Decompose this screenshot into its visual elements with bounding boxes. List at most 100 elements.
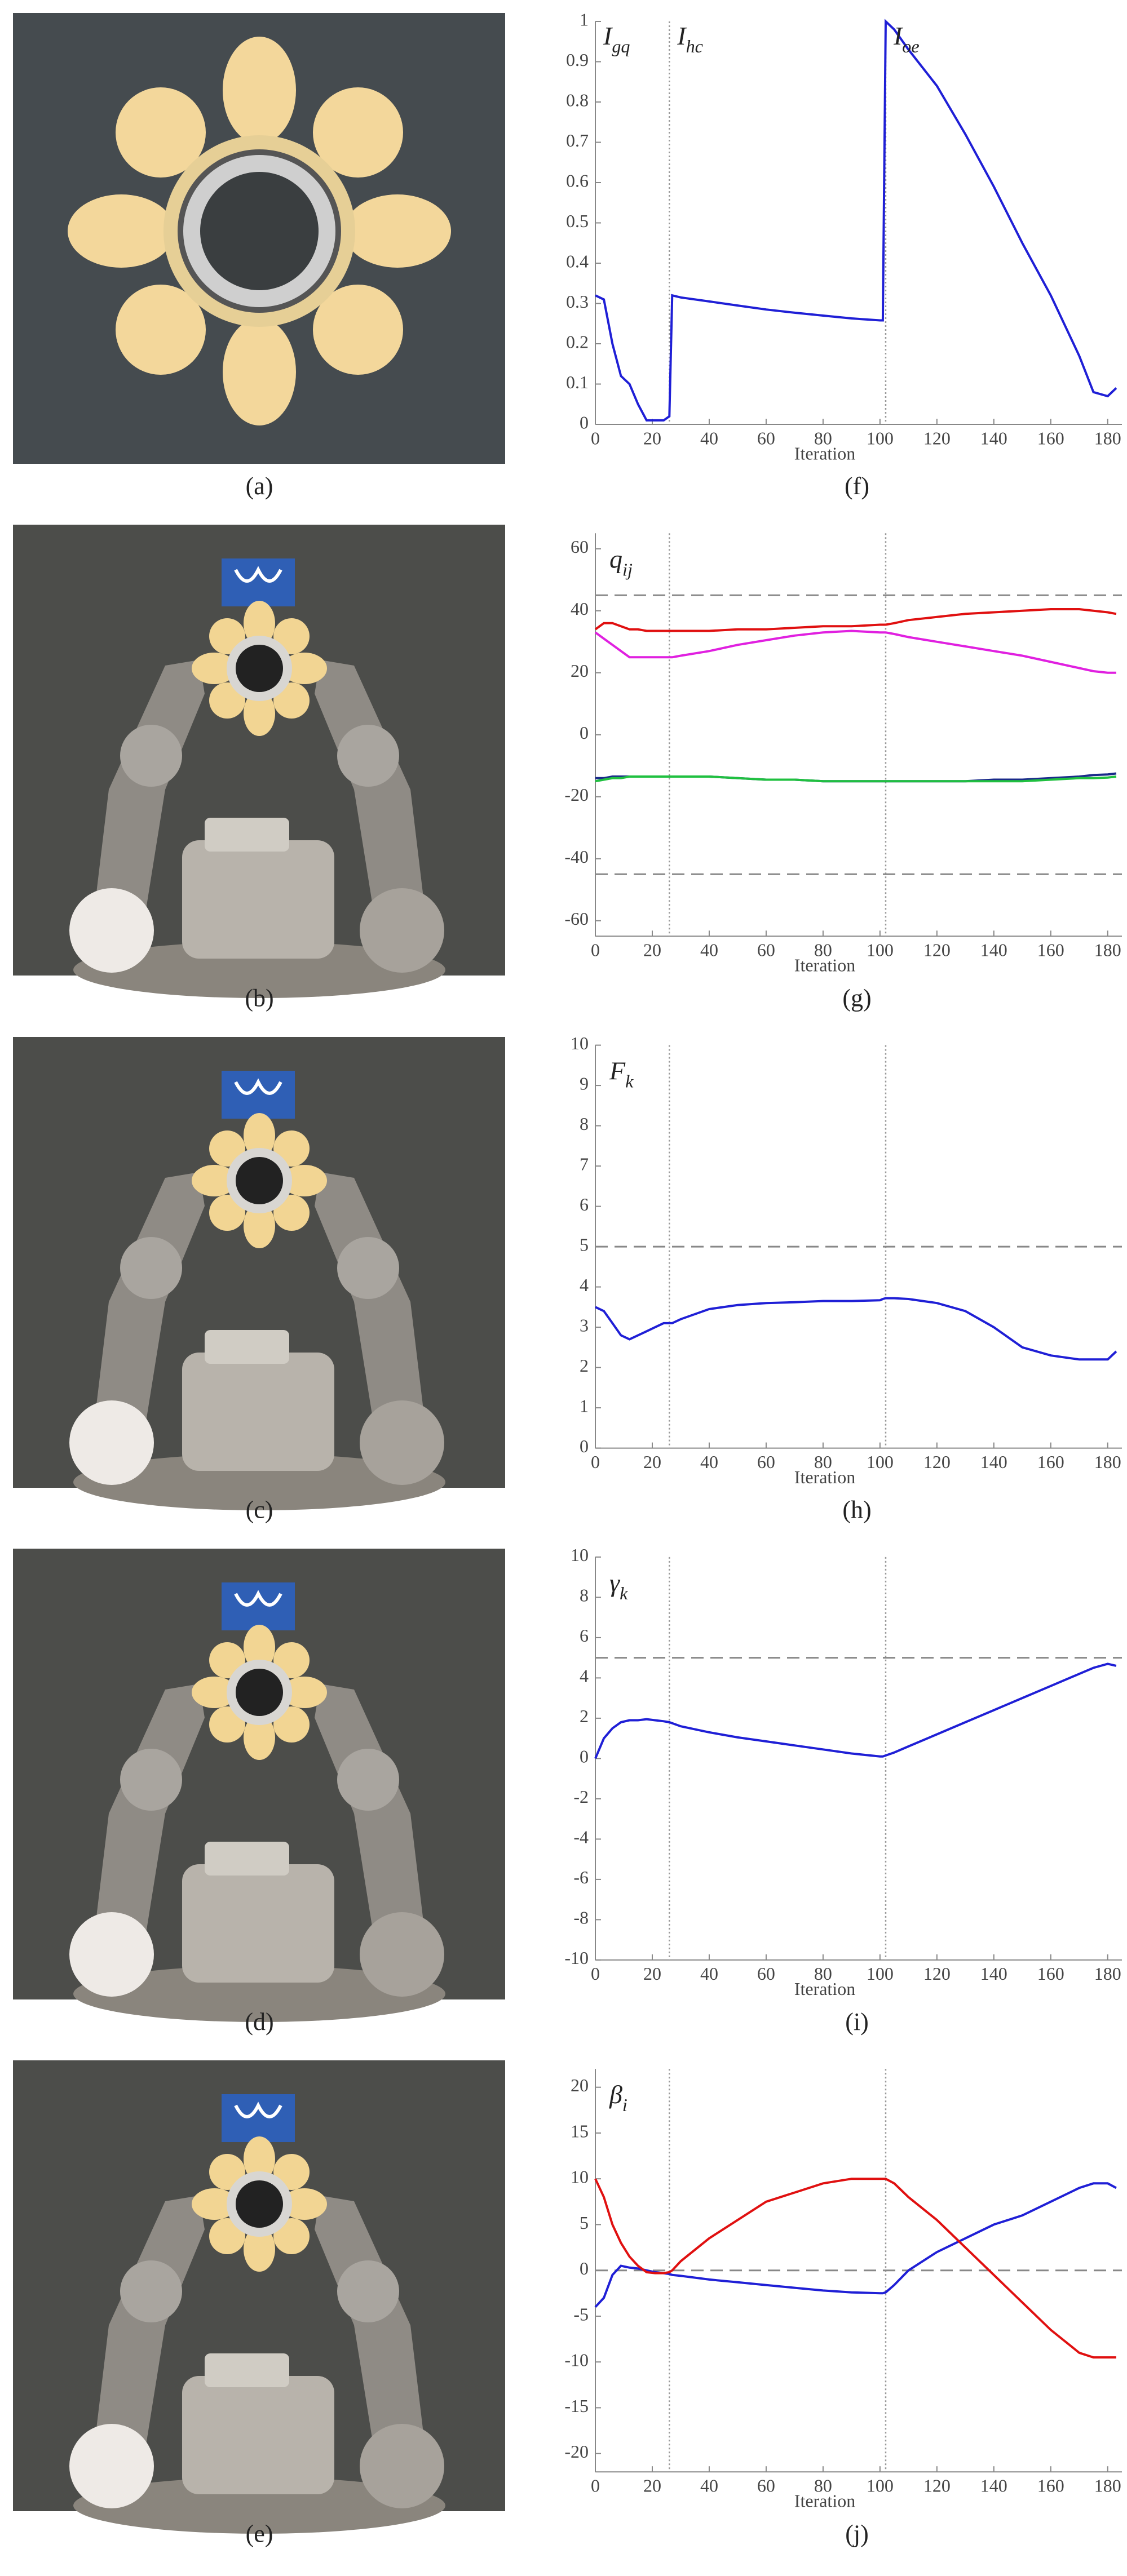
axis-label: γk — [609, 1568, 628, 1603]
chart-label: (i) — [845, 2008, 869, 2036]
y-tick-label: 0 — [580, 722, 589, 743]
y-tick-label: 0.9 — [566, 50, 589, 70]
y-tick-label: 0.6 — [566, 170, 589, 190]
x-tick-label: 40 — [700, 2476, 718, 2496]
x-tick-label: 20 — [643, 2476, 661, 2496]
x-axis-title: Iteration — [794, 2491, 855, 2511]
x-tick-label: 140 — [980, 1452, 1007, 1472]
x-tick-label: 80 — [814, 428, 832, 448]
photo-label: (a) — [246, 472, 273, 500]
x-tick-label: 160 — [1037, 428, 1064, 448]
x-tick-label: 140 — [980, 2476, 1007, 2496]
x-tick-label: 120 — [923, 2476, 951, 2496]
x-tick-label: 100 — [867, 940, 894, 960]
axis-label: Ihc — [677, 21, 703, 57]
x-tick-label: 60 — [757, 2476, 775, 2496]
label-base: γ — [609, 1568, 621, 1597]
label-subscript: i — [622, 2095, 627, 2116]
x-tick-label: 160 — [1037, 1452, 1064, 1472]
photo-label: (d) — [245, 2008, 273, 2036]
x-tick-label: 20 — [643, 428, 661, 448]
x-tick-label: 100 — [867, 2476, 894, 2496]
y-tick-label: -10 — [564, 2350, 589, 2370]
x-axis-title: Iteration — [794, 1467, 855, 1487]
x-tick-label: 120 — [923, 940, 951, 960]
series-line — [595, 19, 1117, 422]
y-tick-label: 0 — [580, 412, 589, 432]
y-tick-label: 10 — [571, 1545, 589, 1565]
y-tick-label: 1 — [580, 9, 589, 29]
y-tick-label: -15 — [564, 2396, 589, 2416]
label-subscript: ij — [622, 560, 633, 580]
chart-label: (f) — [845, 472, 869, 500]
label-base: I — [677, 21, 687, 50]
x-tick-label: 140 — [980, 428, 1007, 448]
series-line — [594, 2178, 1116, 2359]
y-tick-label: -40 — [564, 846, 589, 867]
y-tick-label: 40 — [571, 598, 589, 619]
y-tick-label: 0 — [580, 2258, 589, 2278]
label-subscript: gq — [612, 36, 630, 56]
x-tick-label: 100 — [867, 1963, 894, 1984]
axis-label: Fk — [609, 1056, 634, 1092]
x-tick-label: 180 — [1094, 1963, 1121, 1984]
y-tick-label: 0.7 — [566, 130, 589, 150]
y-tick-label: 0 — [580, 1436, 589, 1456]
x-tick-label: 180 — [1094, 1452, 1121, 1472]
y-tick-label: -10 — [564, 1948, 589, 1968]
x-tick-label: 100 — [867, 1452, 894, 1472]
y-tick-label: 15 — [571, 2121, 589, 2141]
photo-c — [13, 1037, 505, 1510]
x-tick-label: 40 — [700, 940, 718, 960]
y-tick-label: 8 — [580, 1114, 589, 1134]
y-tick-label: 6 — [580, 1625, 589, 1646]
y-tick-label: 20 — [571, 660, 589, 681]
x-tick-label: 80 — [814, 1452, 832, 1472]
series-line — [594, 1662, 1117, 1759]
chart-label: (j) — [845, 2520, 869, 2547]
x-tick-label: 0 — [591, 1452, 600, 1472]
photo-e — [13, 2060, 505, 2534]
x-tick-label: 40 — [700, 428, 718, 448]
label-subscript: hc — [686, 36, 703, 56]
x-tick-label: 80 — [814, 2476, 832, 2496]
y-tick-label: -8 — [573, 1908, 589, 1928]
label-base: q — [609, 544, 622, 573]
x-tick-label: 160 — [1037, 2476, 1064, 2496]
x-tick-label: 160 — [1037, 940, 1064, 960]
x-tick-label: 60 — [757, 1452, 775, 1472]
x-tick-label: 20 — [643, 1963, 661, 1984]
label-base: β — [609, 2080, 622, 2109]
x-tick-label: 140 — [980, 940, 1007, 960]
chart-label: (h) — [842, 1496, 871, 1524]
y-tick-label: 4 — [580, 1275, 589, 1295]
x-tick-label: 100 — [867, 428, 894, 448]
axis-label: Igq — [603, 21, 630, 57]
y-tick-label: 5 — [580, 1234, 589, 1254]
y-tick-label: 2 — [580, 1355, 589, 1376]
label-base: I — [603, 21, 613, 50]
x-tick-label: 160 — [1037, 1963, 1064, 1984]
y-tick-label: 5 — [580, 2213, 589, 2233]
label-subscript: k — [620, 1583, 628, 1603]
x-tick-label: 180 — [1094, 940, 1121, 960]
y-tick-label: 0.4 — [566, 251, 589, 271]
series-line — [595, 775, 1117, 783]
x-tick-label: 120 — [923, 1452, 951, 1472]
x-tick-label: 20 — [643, 940, 661, 960]
photo-d — [13, 1549, 505, 2022]
axis-label: qij — [609, 544, 633, 580]
y-tick-label: 0.1 — [566, 372, 589, 392]
y-tick-label: 9 — [580, 1073, 589, 1093]
y-tick-label: 10 — [571, 1033, 589, 1053]
x-tick-label: 0 — [591, 1963, 600, 1984]
y-tick-label: 0.8 — [566, 90, 589, 110]
photo-b — [13, 525, 505, 998]
x-tick-label: 0 — [591, 2476, 600, 2496]
y-tick-label: 0.3 — [566, 291, 589, 312]
y-tick-label: 20 — [571, 2075, 589, 2095]
y-tick-label: 60 — [571, 537, 589, 557]
y-tick-label: -60 — [564, 908, 589, 929]
x-axis-title: Iteration — [794, 955, 855, 976]
